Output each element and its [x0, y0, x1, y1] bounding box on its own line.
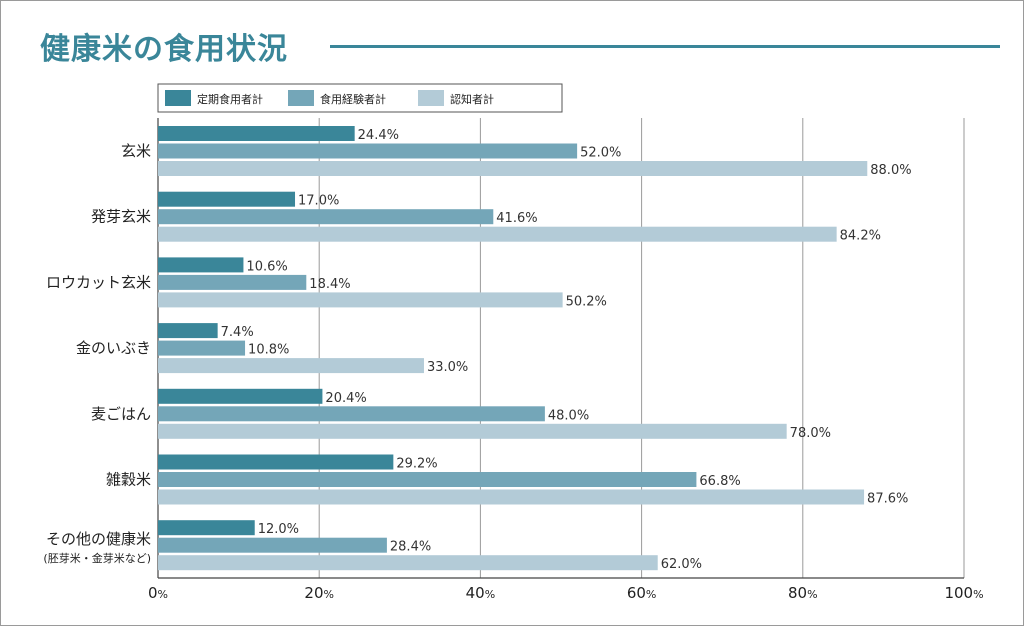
category-label: 発芽玄米 [91, 208, 151, 226]
legend-label: 認知者計 [450, 92, 494, 106]
bar-value-label: 62.0% [661, 557, 702, 572]
bar-value-label: 28.4% [390, 540, 431, 555]
legend-swatch [288, 90, 314, 106]
bar-value-label: 84.2% [840, 229, 881, 244]
bar-value-label: 17.0% [298, 194, 339, 209]
bar [158, 226, 837, 242]
bar [158, 274, 307, 290]
bar [158, 489, 865, 505]
bar-value-label: 10.8% [248, 343, 289, 358]
bar [158, 161, 868, 176]
category-sublabel: (胚芽米・金芽米など) [43, 551, 151, 565]
bar-value-label: 10.6% [246, 259, 287, 274]
bar [158, 388, 323, 404]
bar-value-label: 24.4% [358, 128, 399, 143]
bar [158, 555, 658, 571]
bar-value-label: 50.2% [566, 294, 607, 309]
bar-value-label: 87.6% [867, 492, 908, 507]
legend-swatch [418, 90, 444, 106]
category-label: その他の健康米 [46, 530, 151, 548]
bar-value-label: 66.8% [699, 474, 740, 489]
bar-value-label: 29.2% [396, 457, 437, 472]
bar-value-label: 48.0% [548, 408, 589, 423]
x-tick-label: 40% [466, 584, 496, 602]
bar [158, 358, 424, 374]
x-tick-label: 60% [627, 584, 657, 602]
bar [158, 537, 387, 553]
bar-value-label: 18.4% [309, 277, 350, 292]
bar [158, 143, 578, 159]
bar-value-label: 52.0% [580, 146, 621, 161]
category-label: 金のいぶき [76, 339, 151, 357]
bar [158, 126, 355, 141]
category-label: ロウカット玄米 [46, 273, 151, 291]
bar-value-label: 20.4% [325, 391, 366, 406]
bar-value-label: 78.0% [790, 426, 831, 441]
legend-box [157, 83, 563, 113]
title-rule [330, 45, 1000, 48]
bar-value-label: 88.0% [870, 163, 911, 178]
bar-value-label: 33.0% [427, 360, 468, 375]
bar [158, 472, 697, 487]
legend-label: 定期食用者計 [197, 92, 263, 106]
x-tick-label: 100% [944, 584, 983, 602]
x-tick-label: 0% [148, 584, 168, 602]
category-label: 玄米 [121, 142, 151, 160]
bar [158, 209, 494, 225]
x-tick-label: 20% [304, 584, 334, 602]
bar [158, 323, 218, 339]
legend-swatch [165, 90, 191, 106]
bar-value-label: 12.0% [258, 522, 299, 537]
category-label: 雑穀米 [106, 471, 151, 489]
bar [158, 454, 394, 470]
bar [158, 257, 244, 273]
bar [158, 292, 563, 308]
legend-label: 食用経験者計 [320, 92, 386, 106]
bar [158, 520, 255, 536]
bar [158, 406, 545, 422]
bar [158, 423, 787, 439]
category-label: 麦ごはん [91, 405, 151, 423]
bar [158, 191, 296, 207]
x-tick-label: 80% [788, 584, 818, 602]
bar [158, 340, 246, 356]
chart-title: 健康米の食用状況 [40, 32, 288, 67]
bar-value-label: 7.4% [221, 325, 254, 340]
bar-value-label: 41.6% [496, 211, 537, 226]
